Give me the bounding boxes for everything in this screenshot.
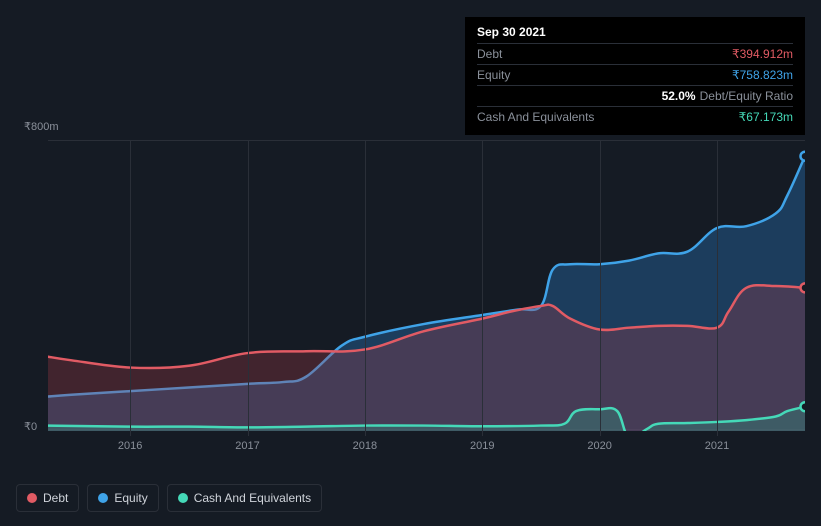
legend-label: Debt <box>43 491 68 505</box>
tooltip-ratio-pct: 52.0% <box>662 89 696 103</box>
legend-item-equity[interactable]: Equity <box>87 484 158 512</box>
legend-label: Cash And Equivalents <box>194 491 311 505</box>
gridline <box>600 140 601 436</box>
x-axis-tick: 2016 <box>118 440 142 452</box>
circle-icon <box>98 493 108 503</box>
x-axis-tick: 2021 <box>705 440 729 452</box>
tooltip-row-equity: Equity ₹758.823m <box>477 64 793 85</box>
gridline <box>248 140 249 436</box>
y-axis-tick-min: ₹0 <box>24 420 37 433</box>
tooltip-label: Debt <box>477 47 502 61</box>
gridline <box>482 140 483 436</box>
gridline <box>130 140 131 436</box>
y-axis-tick-max: ₹800m <box>24 120 59 133</box>
gridline <box>365 140 366 436</box>
x-axis-tick: 2020 <box>587 440 611 452</box>
plot-area[interactable] <box>48 140 805 430</box>
tooltip-value: ₹394.912m <box>732 47 793 61</box>
tooltip-ratio: 52.0% Debt/Equity Ratio <box>662 89 793 103</box>
legend-item-cash[interactable]: Cash And Equivalents <box>167 484 322 512</box>
legend: Debt Equity Cash And Equivalents <box>16 484 322 512</box>
tooltip-row-ratio: 52.0% Debt/Equity Ratio <box>477 85 793 106</box>
x-axis-tick: 2018 <box>353 440 377 452</box>
x-axis-tick: 2017 <box>235 440 259 452</box>
chart-root: Sep 30 2021 Debt ₹394.912m Equity ₹758.8… <box>0 0 821 526</box>
chart-tooltip: Sep 30 2021 Debt ₹394.912m Equity ₹758.8… <box>465 17 805 135</box>
tooltip-ratio-label: Debt/Equity Ratio <box>700 89 793 103</box>
circle-icon <box>178 493 188 503</box>
x-axis-tick: 2019 <box>470 440 494 452</box>
circle-icon <box>27 493 37 503</box>
tooltip-row-debt: Debt ₹394.912m <box>477 43 793 64</box>
chart-area[interactable]: ₹800m ₹0 2016 2017 2018 2019 2020 2021 <box>16 120 805 460</box>
gridline <box>717 140 718 436</box>
legend-item-debt[interactable]: Debt <box>16 484 79 512</box>
tooltip-date: Sep 30 2021 <box>477 25 793 39</box>
tooltip-value: ₹758.823m <box>732 68 793 82</box>
legend-label: Equity <box>114 491 147 505</box>
plot-svg <box>48 141 805 431</box>
tooltip-label: Equity <box>477 68 510 82</box>
